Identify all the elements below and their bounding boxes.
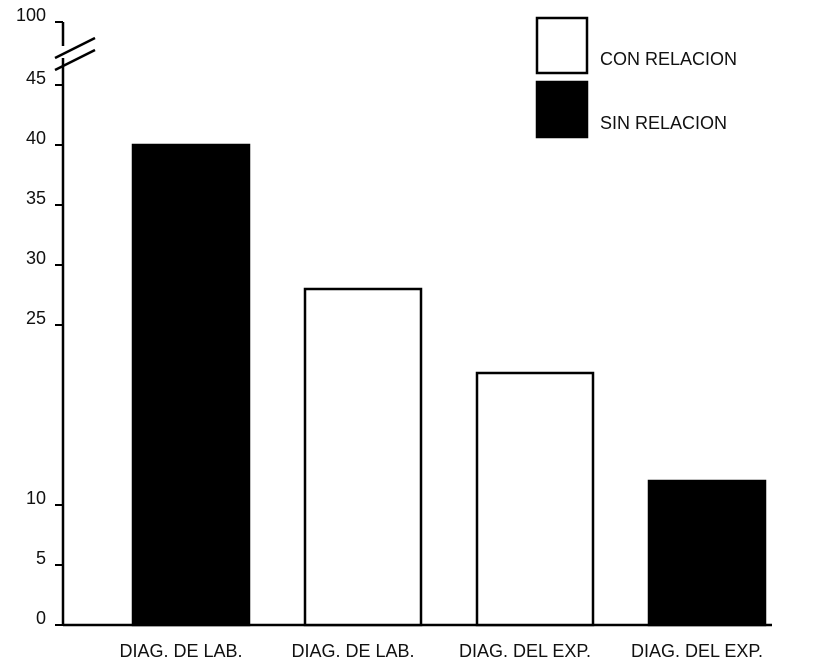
y-tick-label: 100 <box>16 5 46 25</box>
y-tick-label: 0 <box>36 608 46 628</box>
x-tick-label: DIAG. DE LAB. <box>119 641 242 661</box>
axis-break <box>54 48 96 72</box>
y-tick-label: 30 <box>26 248 46 268</box>
legend-swatch <box>535 16 589 75</box>
y-tick-label: 35 <box>26 188 46 208</box>
bar <box>303 287 423 627</box>
legend-label: SIN RELACION <box>600 113 727 133</box>
bar <box>475 371 595 627</box>
y-tick-label: 25 <box>26 308 46 328</box>
axis-break <box>54 36 96 60</box>
y-tick-label: 10 <box>26 488 46 508</box>
legend-swatch <box>535 80 589 139</box>
y-tick-label: 40 <box>26 128 46 148</box>
bar <box>647 479 767 627</box>
x-tick-label: DIAG. DE LAB. <box>291 641 414 661</box>
legend-label: CON RELACION <box>600 49 737 69</box>
y-tick-label: 5 <box>36 548 46 568</box>
x-tick-label: DIAG. DEL EXP. <box>459 641 591 661</box>
bar <box>131 143 251 627</box>
x-tick-label: DIAG. DEL EXP. <box>631 641 763 661</box>
y-tick-label: 45 <box>26 68 46 88</box>
